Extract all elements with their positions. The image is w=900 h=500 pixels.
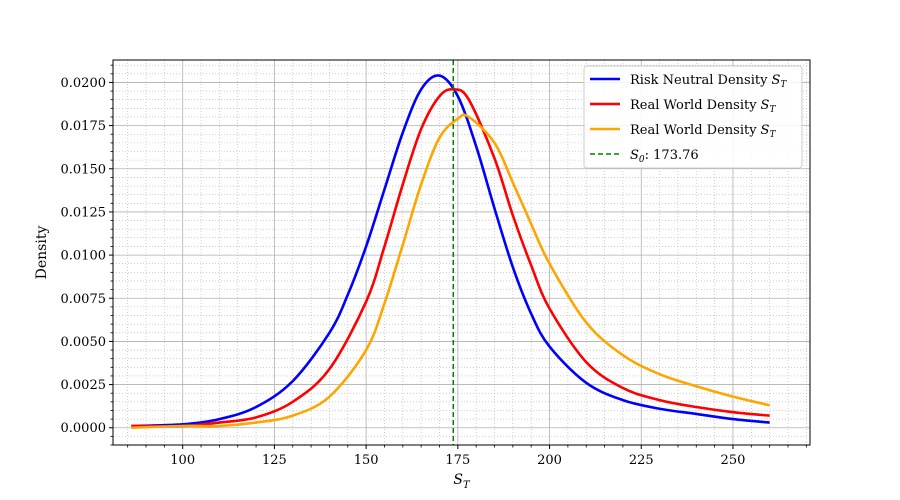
series-layer	[131, 74, 770, 430]
series-line-real-world-orange	[131, 113, 770, 430]
y-tick-label: 0.0050	[61, 335, 107, 350]
y-tick-label: 0.0075	[61, 292, 107, 307]
y-tick-label: 0.0175	[61, 119, 107, 134]
y-tick-label: 0.0125	[61, 205, 107, 220]
x-axis-label: ST	[453, 472, 471, 491]
x-axis-label-sub: T	[463, 480, 471, 491]
plot-frame	[112, 59, 811, 446]
y-axis-label: Density	[34, 226, 50, 280]
y-tick-label: 0.0100	[61, 249, 107, 264]
legend-label-s0: S0: 173.76	[630, 148, 699, 165]
legend-label-real-world-red: Real World Density ST	[630, 98, 776, 115]
y-tick-label: 0.0150	[61, 162, 107, 177]
series-line-risk-neutral	[131, 74, 770, 428]
x-tick-label: 200	[537, 453, 562, 468]
axis-ticks: 100 125 150 175 200 225 250 0.0000 0.0025 0.0050 0…	[61, 64, 807, 468]
x-tick-label: 175	[445, 453, 470, 468]
series-line-real-world-red	[131, 87, 770, 428]
x-tick-label: 225	[629, 453, 654, 468]
x-tick-label: 125	[262, 453, 287, 468]
x-axis-label-var: S	[453, 472, 463, 488]
y-tick-label: 0.0000	[61, 421, 107, 436]
y-tick-label: 0.0025	[61, 378, 107, 393]
major-grid	[113, 60, 810, 445]
y-tick-label: 0.0200	[61, 76, 107, 91]
legend-label-real-world-orange: Real World Density ST	[630, 123, 776, 140]
x-tick-label: 150	[354, 453, 379, 468]
legend-label-risk-neutral: Risk Neutral Density ST	[630, 73, 787, 90]
x-tick-label: 250	[721, 453, 746, 468]
legend-box	[583, 65, 803, 169]
minor-grid	[113, 60, 810, 446]
x-tick-label: 100	[170, 453, 195, 468]
legend: Risk Neutral Density ST Real World Densit…	[583, 65, 803, 169]
